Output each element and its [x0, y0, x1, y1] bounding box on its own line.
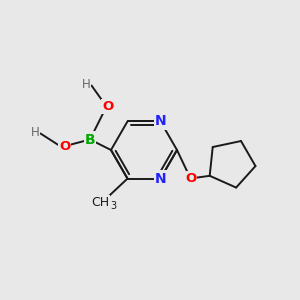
Text: O: O [102, 100, 114, 113]
Text: H: H [82, 77, 91, 91]
Text: 3: 3 [110, 201, 116, 211]
Text: CH: CH [92, 196, 110, 209]
Text: B: B [85, 133, 95, 146]
Text: O: O [185, 172, 196, 185]
Text: N: N [155, 172, 166, 186]
Text: O: O [59, 140, 70, 154]
Text: H: H [31, 125, 40, 139]
Text: N: N [155, 114, 166, 128]
